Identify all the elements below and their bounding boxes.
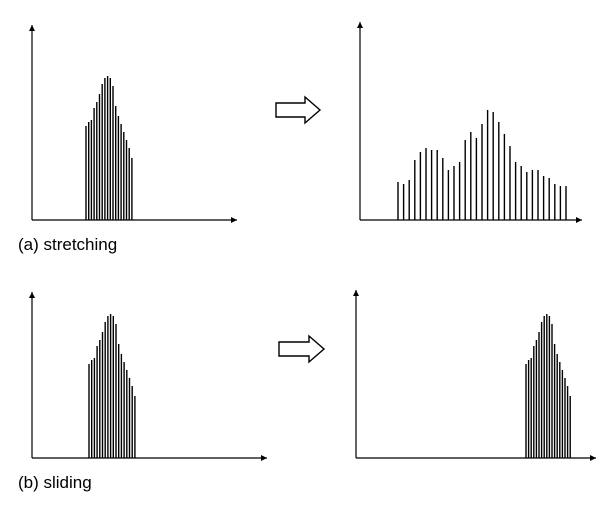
histogram-after-sliding	[353, 290, 596, 461]
histogram-bars	[525, 314, 571, 458]
right-hollow-arrow-icon	[278, 334, 326, 364]
histogram-bars	[85, 76, 133, 220]
histogram-bars	[397, 110, 567, 220]
panel-stretching: (a) stretching	[18, 22, 582, 254]
panel-sliding: (b) sliding	[18, 290, 596, 492]
caption-stretching: (a) stretching	[18, 235, 117, 254]
histogram-bars	[88, 314, 136, 458]
histogram-after-stretching	[357, 22, 582, 223]
right-hollow-arrow-icon	[275, 95, 322, 125]
histogram-before-sliding	[29, 292, 267, 461]
caption-sliding: (b) sliding	[18, 473, 92, 492]
histogram-before-stretching	[29, 25, 237, 223]
